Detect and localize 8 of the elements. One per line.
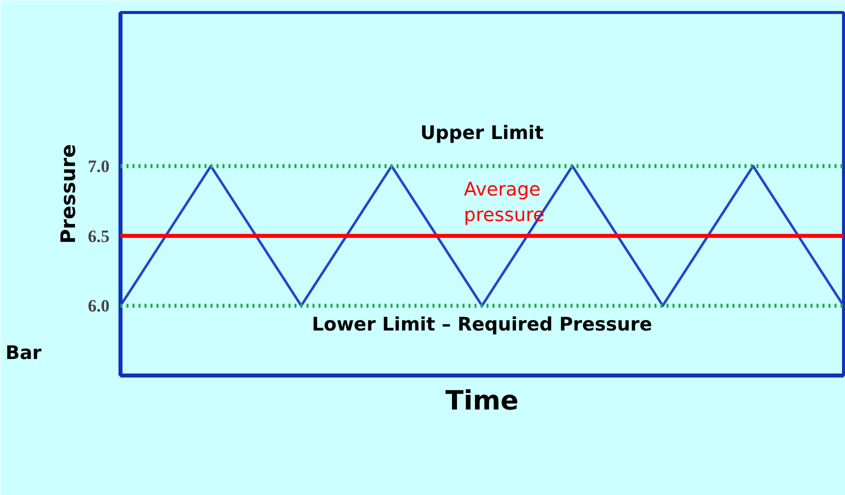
x-axis-title: Time bbox=[445, 386, 519, 416]
ref-line-label: Upper Limit bbox=[420, 123, 544, 144]
y-tick-label: 6.0 bbox=[88, 296, 110, 316]
text: Bar bbox=[5, 343, 42, 364]
y-axis-title: Pressure bbox=[56, 144, 80, 244]
y-tick-label: 6.5 bbox=[88, 226, 110, 246]
ref-line-label: Lower Limit – Required Pressure bbox=[312, 314, 652, 336]
y-tick-label: 7.0 bbox=[88, 157, 110, 176]
